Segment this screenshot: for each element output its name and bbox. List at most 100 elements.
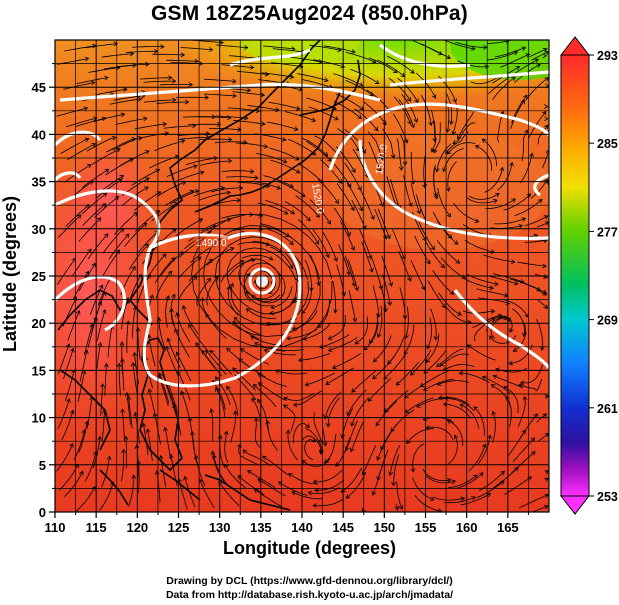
streamline-arrow [193,454,199,460]
streamline [410,260,425,290]
x-tick-label: 130 [209,520,231,535]
streamline [63,471,84,498]
streamline-arrow [114,195,120,201]
streamline-arrow [245,308,251,313]
streamline-arrow [352,317,358,323]
streamline-arrow [509,161,514,167]
streamline-arrow [262,455,267,460]
streamline [344,255,356,287]
streamline-arrow [398,166,404,171]
streamline [301,284,313,314]
streamline-arrow [206,277,212,283]
streamline-arrow [351,168,356,173]
streamline [213,454,227,485]
colorbar-bottom-arrow [559,495,591,515]
streamline-arrow [115,249,121,255]
streamline-arrow [229,282,235,288]
streamline-arrow [432,138,438,143]
streamline-arrow [100,383,105,388]
streamline-arrow [543,304,549,309]
streamline-arrow [229,247,235,252]
streamline-arrow [544,124,549,130]
streamline-arrow [536,286,541,292]
streamline-arrow [340,63,346,69]
streamline-arrow [97,435,103,441]
streamline [215,387,226,419]
streamline [308,106,339,121]
streamline-arrow [223,430,229,436]
streamline-arrow [306,216,311,222]
streamline [298,353,331,361]
streamline-arrow [441,303,446,309]
streamline-arrow [115,148,121,153]
streamline-arrow [380,445,385,451]
streamline [78,263,96,292]
streamline-arrow [359,105,364,111]
streamline-arrow [152,412,158,418]
streamline [210,408,214,441]
streamline [108,233,130,260]
streamline [301,458,331,467]
streamline [67,310,80,341]
streamline-arrow [349,447,355,453]
streamline [167,338,181,368]
streamline-arrow [425,425,431,430]
streamline-arrow [315,213,320,218]
streamline-arrow [208,47,214,52]
streamline [466,197,498,204]
streamline-arrow [345,446,350,452]
streamline-arrow [537,198,543,204]
streamline [346,182,363,211]
streamline-arrow [104,168,110,173]
streamline [447,161,457,192]
streamline-arrow [232,93,237,99]
streamline [257,478,286,497]
streamline [101,53,134,58]
streamline [301,79,333,89]
streamline-arrow [530,437,536,443]
streamline-arrow [97,341,103,347]
streamline [493,273,525,283]
streamline [415,72,436,99]
streamline-arrow [293,126,299,131]
streamline [75,486,96,512]
streamline-arrow [345,494,351,499]
streamline [433,122,441,153]
streamline [124,222,147,247]
y-tick-label: 35 [32,175,46,190]
streamline [425,333,440,363]
streamline-arrow [87,164,92,169]
streamline [266,420,278,451]
streamline-arrow [91,485,96,491]
streamline [464,240,495,253]
colorbar-label: 293 [597,49,618,63]
streamline-arrow [374,79,380,85]
streamline [107,325,113,358]
cyclone-streamline [191,214,333,349]
streamline [467,274,498,285]
streamline-arrow [522,395,528,401]
streamline [100,383,104,416]
streamline-arrow [499,110,505,116]
streamline-arrow [403,350,408,356]
streamline-arrow [438,395,443,401]
streamline [199,160,232,166]
streamline [122,409,125,442]
streamline-arrow [446,54,451,59]
contour-label-group: 1490.0 1520.0 1520.0 [194,143,390,249]
streamline [241,254,273,261]
streamline [309,199,331,225]
streamline-arrow [156,316,162,322]
streamline [314,135,340,157]
streamline-arrow [101,203,107,208]
streamline [335,437,351,467]
colorbar-label: 277 [597,225,618,239]
streamline-arrow [106,455,112,461]
streamline [269,147,300,161]
streamline [484,167,503,193]
streamline [352,148,369,178]
streamline [134,123,167,130]
streamline [149,155,179,169]
streamline-arrow [449,120,454,126]
streamline [143,423,149,456]
